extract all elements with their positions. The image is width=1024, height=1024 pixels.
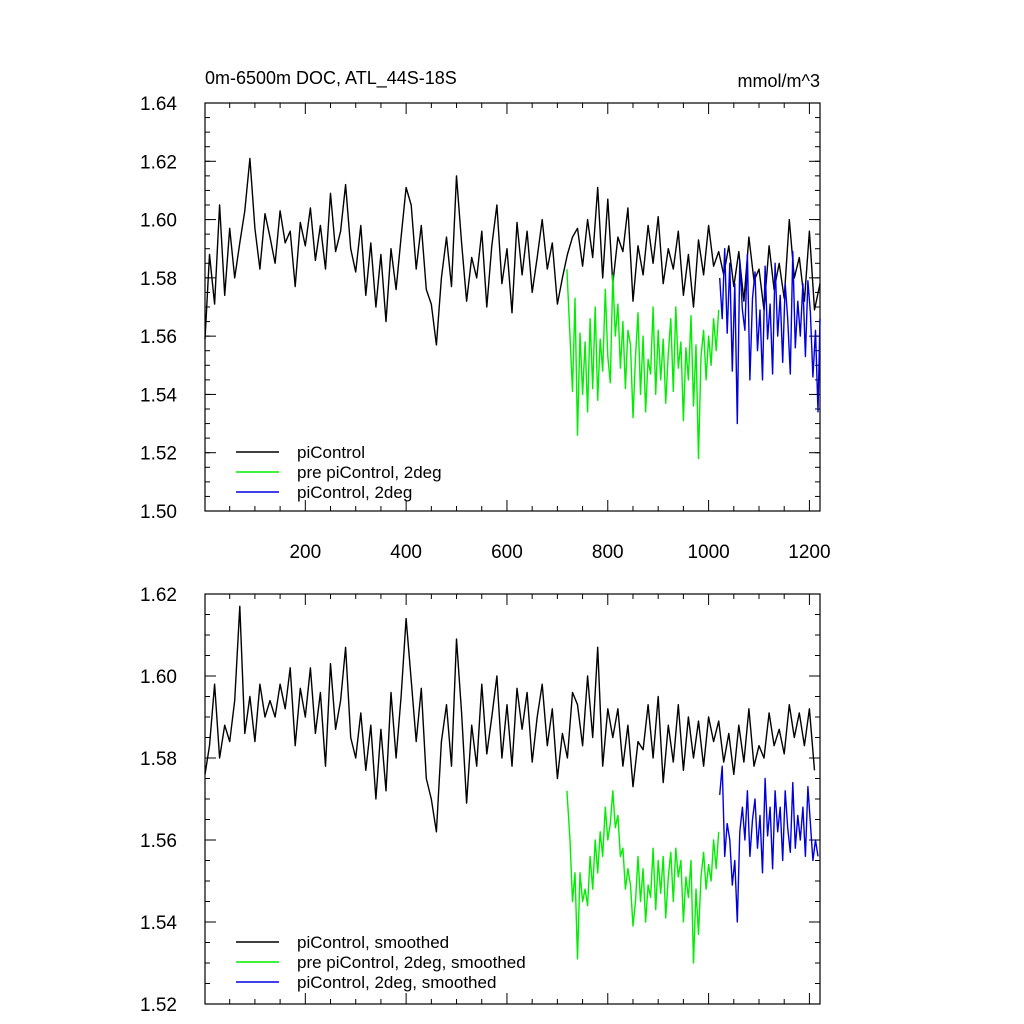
legend-label: piControl (297, 443, 365, 462)
y-tick-label: 1.54 (140, 913, 177, 934)
axis-ticks: 1.50 1.52 1.54 1.56 1.58 1.60 1.62 1.64 200 400 60… (140, 94, 831, 563)
series-lines (204, 605, 819, 964)
units-label: mmol/m^3 (738, 71, 820, 91)
y-tick-label: 1.56 (140, 831, 177, 852)
axis-ticks: 1.52 1.54 1.56 1.58 1.60 1.62 (140, 585, 820, 1016)
y-tick-label: 1.56 (140, 327, 177, 348)
x-tick-label: 1200 (788, 542, 830, 563)
y-tick-label: 1.52 (140, 444, 177, 465)
x-tick-label: 1000 (687, 542, 729, 563)
series-line (204, 605, 816, 833)
x-tick-label: 400 (390, 542, 422, 563)
y-tick-label: 1.64 (140, 94, 177, 115)
y-tick-label: 1.60 (140, 211, 177, 232)
y-tick-label: 1.58 (140, 269, 177, 290)
series-lines (204, 157, 821, 460)
series-line (566, 790, 720, 964)
legend-label: piControl, 2deg (297, 483, 412, 502)
y-tick-label: 1.62 (140, 152, 177, 173)
y-tick-label: 1.50 (140, 502, 177, 523)
legend-label: piControl, smoothed (297, 933, 449, 952)
chart-title: 0m-6500m DOC, ATL_44S-18S (205, 68, 457, 89)
x-tick-label: 600 (491, 542, 523, 563)
legend-label: piControl, 2deg, smoothed (297, 973, 496, 992)
series-line (204, 157, 821, 346)
bottom-panel: 1.52 1.54 1.56 1.58 1.60 1.62 piControl, smoo… (140, 585, 821, 1016)
y-tick-label: 1.52 (140, 995, 177, 1016)
series-line (719, 247, 821, 425)
series-line (719, 765, 819, 923)
legend-label: pre piControl, 2deg (297, 463, 442, 482)
y-tick-label: 1.62 (140, 585, 177, 606)
legend-label: pre piControl, 2deg, smoothed (297, 953, 526, 972)
y-tick-label: 1.60 (140, 667, 177, 688)
y-tick-label: 1.58 (140, 749, 177, 770)
y-tick-label: 1.54 (140, 385, 177, 406)
series-line (566, 269, 720, 460)
top-panel: 0m-6500m DOC, ATL_44S-18S mmol/m^3 1.501… (140, 68, 831, 563)
x-tick-label: 200 (289, 542, 321, 563)
x-tick-label: 800 (592, 542, 624, 563)
